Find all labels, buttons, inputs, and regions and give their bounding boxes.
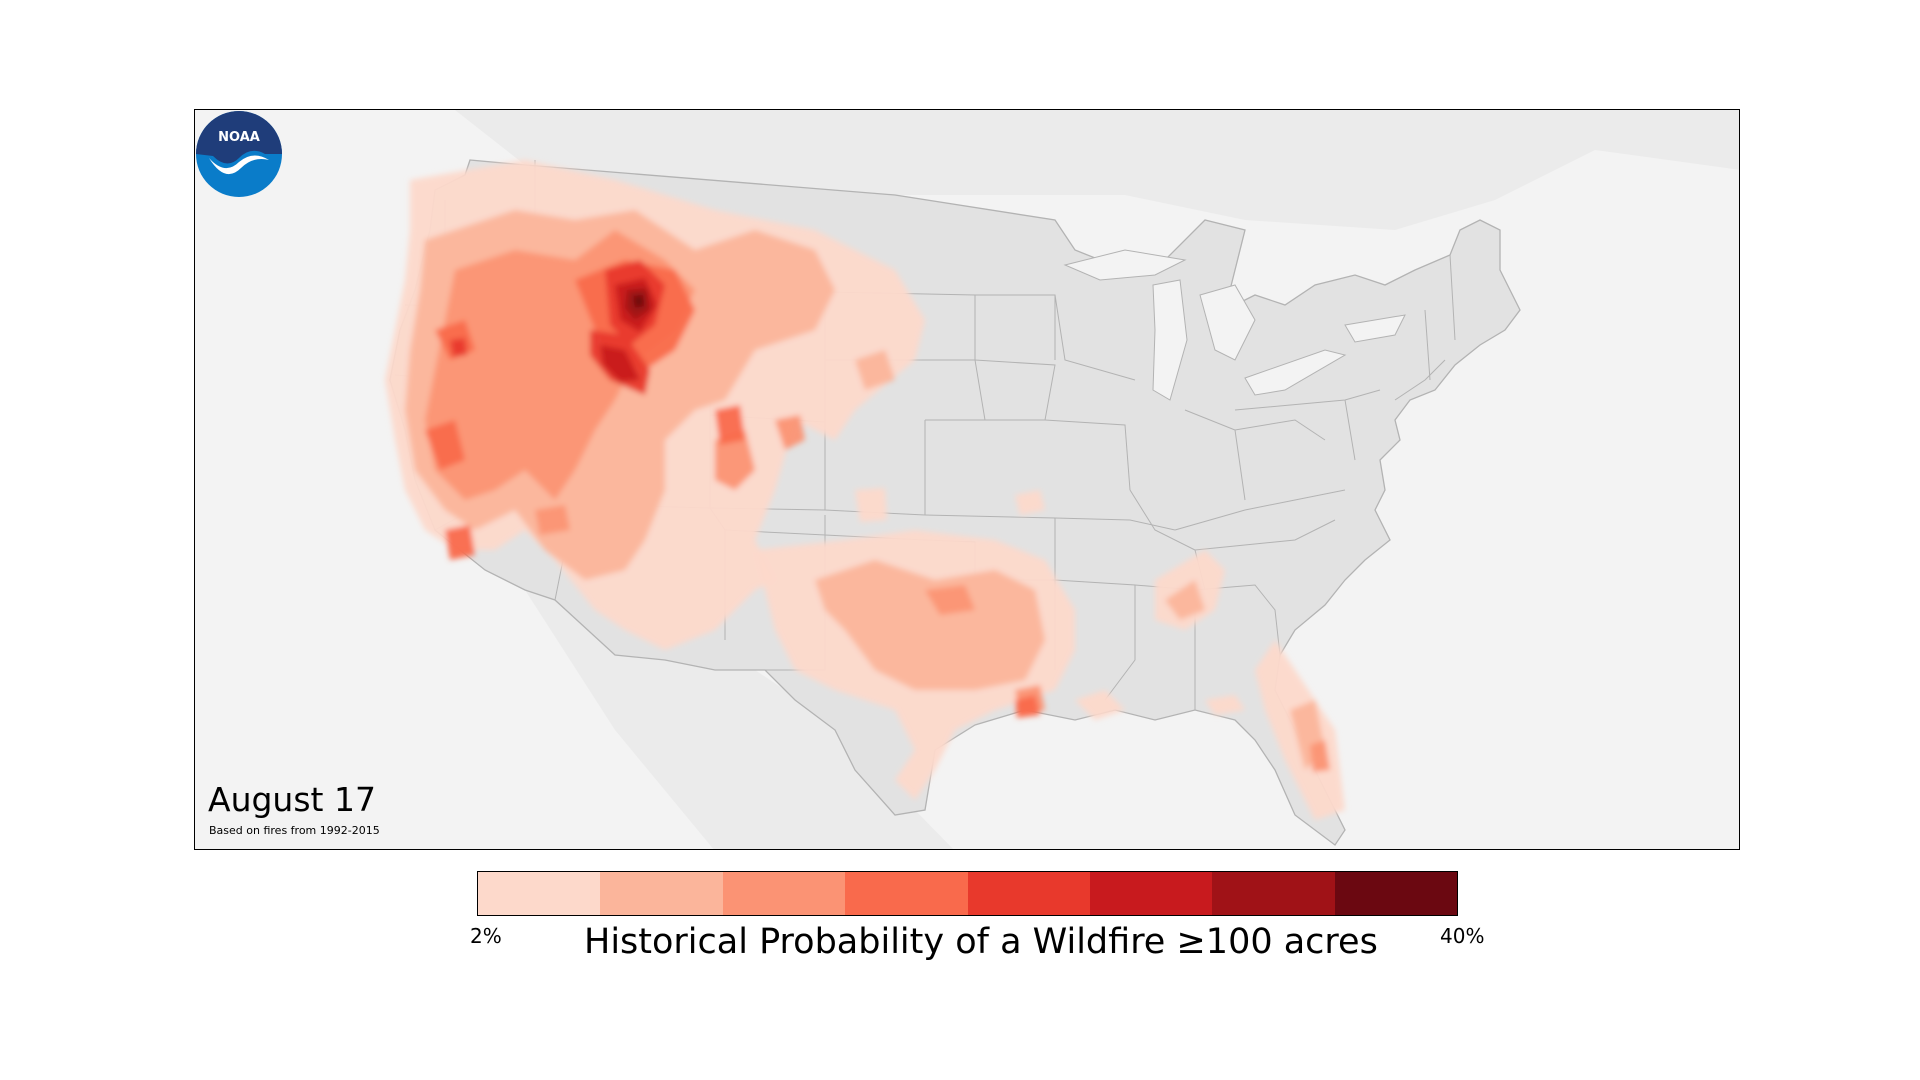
- legend-title: Historical Probability of a Wildfire ≥10…: [584, 922, 1378, 962]
- data-source-note: Based on fires from 1992-2015: [209, 824, 380, 837]
- legend-swatch: [845, 872, 968, 915]
- map-panel: August 17 Based on fires from 1992-2015 …: [194, 109, 1740, 850]
- legend-max-label: 40%: [1440, 924, 1485, 948]
- legend-swatch: [967, 872, 1090, 915]
- legend-swatch: [478, 872, 601, 915]
- legend-swatch: [1334, 872, 1457, 915]
- date-label: August 17: [208, 780, 376, 819]
- legend-swatch: [722, 872, 846, 915]
- legend-swatch: [1089, 872, 1213, 915]
- legend-swatch: [1212, 872, 1335, 915]
- legend-color-bar: [477, 871, 1458, 916]
- great-lakes: [1063, 249, 1406, 401]
- noaa-logo-text: NOAA: [218, 130, 260, 145]
- us-map: [385, 110, 1739, 849]
- canada-landmass: [455, 110, 1739, 230]
- noaa-logo: NOAA: [196, 111, 282, 197]
- legend-min-label: 2%: [470, 924, 502, 948]
- fire-probability-overlay: [385, 160, 1345, 820]
- legend-swatch: [600, 872, 723, 915]
